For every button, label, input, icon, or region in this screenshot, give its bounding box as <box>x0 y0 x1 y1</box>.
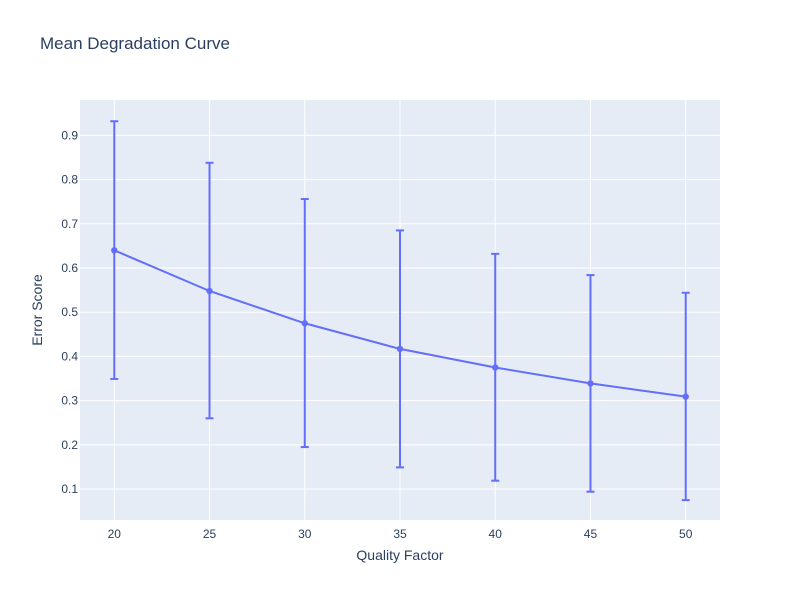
y-tick-label: 0.2 <box>61 438 78 452</box>
data-point <box>492 364 499 371</box>
data-point <box>111 247 118 254</box>
y-tick-label: 0.9 <box>61 128 78 142</box>
x-axis-title: Quality Factor <box>356 547 443 563</box>
data-point <box>587 380 594 387</box>
data-point <box>682 393 689 400</box>
x-tick-label: 45 <box>584 527 598 541</box>
y-tick-label: 0.5 <box>61 305 78 319</box>
y-axis-title: Error Score <box>29 274 45 346</box>
data-point <box>206 287 213 295</box>
x-tick-label: 20 <box>108 527 122 541</box>
y-tick-label: 0.7 <box>61 217 78 231</box>
y-tick-label: 0.4 <box>61 349 78 363</box>
x-tick-label: 40 <box>489 527 503 541</box>
y-tick-label: 0.3 <box>61 394 78 408</box>
x-tick-label: 30 <box>298 527 312 541</box>
y-tick-label: 0.1 <box>61 482 78 496</box>
x-tick-label: 50 <box>679 527 693 541</box>
x-tick-label: 25 <box>203 527 217 541</box>
y-tick-label: 0.6 <box>61 261 78 275</box>
y-tick-label: 0.8 <box>61 173 78 187</box>
chart-title: Mean Degradation Curve <box>40 34 230 53</box>
data-point <box>301 320 308 327</box>
data-point <box>396 345 404 353</box>
x-tick-label: 35 <box>393 527 407 541</box>
